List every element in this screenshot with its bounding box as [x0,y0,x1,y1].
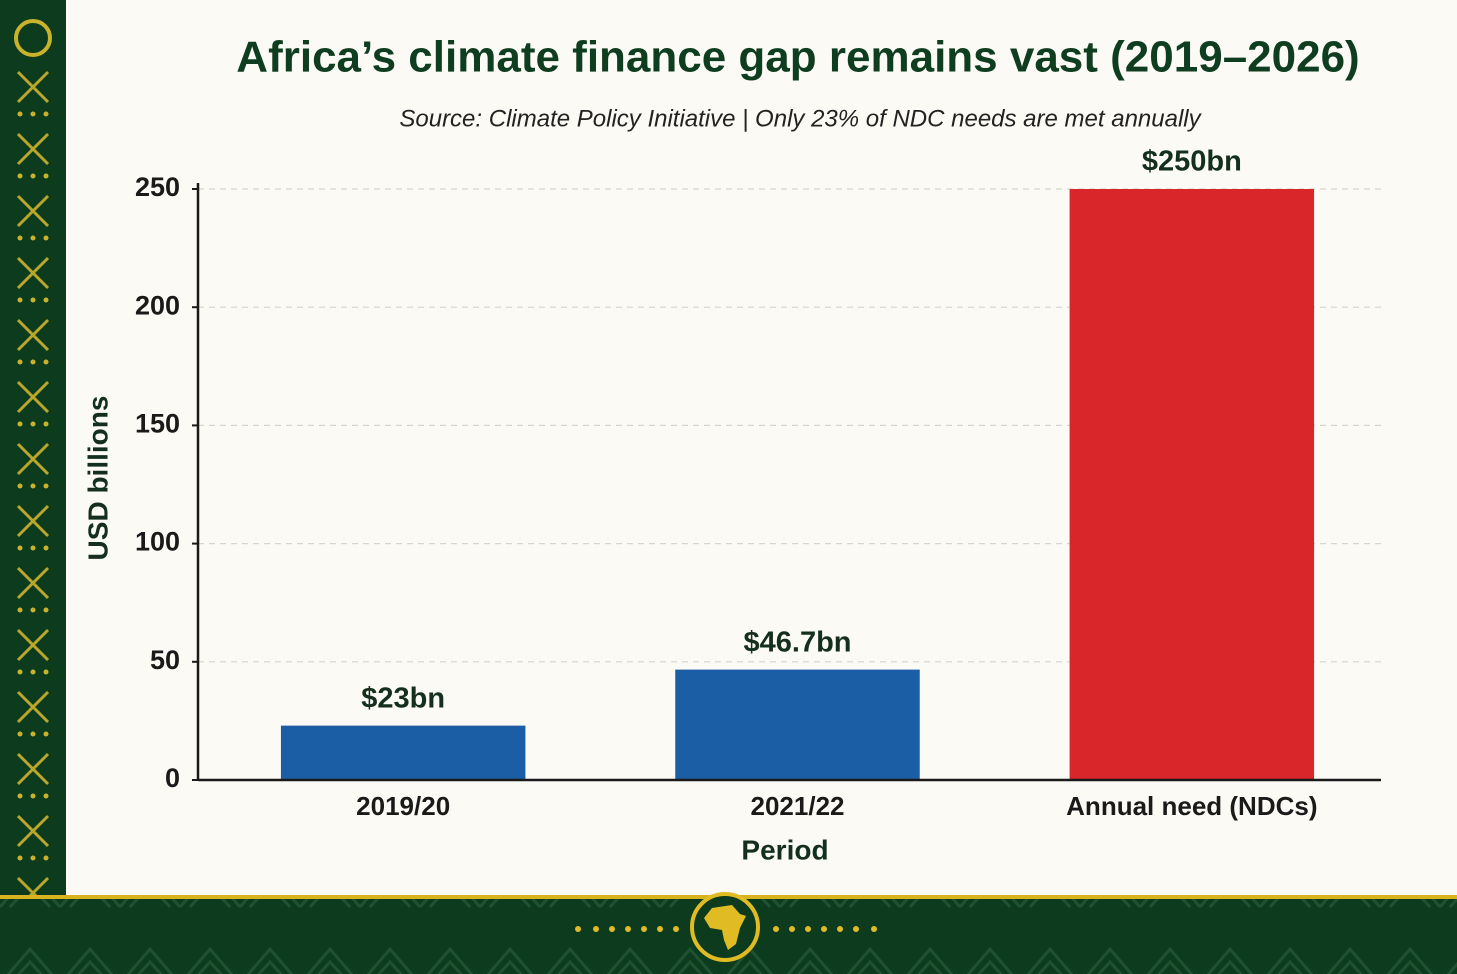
footer-dots [575,926,877,932]
value-label: $23bn [361,682,445,714]
y-tick-label: 150 [135,409,180,439]
side-ornament [14,19,52,57]
y-tick-label: 100 [135,527,180,557]
y-tick-label: 50 [150,645,180,675]
bar [280,725,526,780]
x-axis-label: Period [741,834,828,865]
bar [675,669,920,780]
y-axis-label: USD billions [82,396,113,561]
chart-title: Africa’s climate finance gap remains vas… [236,33,1359,82]
y-tick-label: 200 [135,290,180,320]
x-tick-label: Annual need (NDCs) [1066,791,1317,821]
value-label: $250bn [1142,146,1242,178]
africa-icon [704,905,746,950]
value-label: $46.7bn [744,626,852,658]
x-tick-label: 2019/20 [356,791,450,821]
side-pattern [0,60,66,897]
bar [1069,189,1315,780]
x-tick-label: 2021/22 [751,791,845,821]
y-tick-label: 250 [135,172,180,202]
chart-subtitle: Source: Climate Policy Initiative | Only… [399,105,1202,132]
y-tick-label: 0 [165,763,180,793]
